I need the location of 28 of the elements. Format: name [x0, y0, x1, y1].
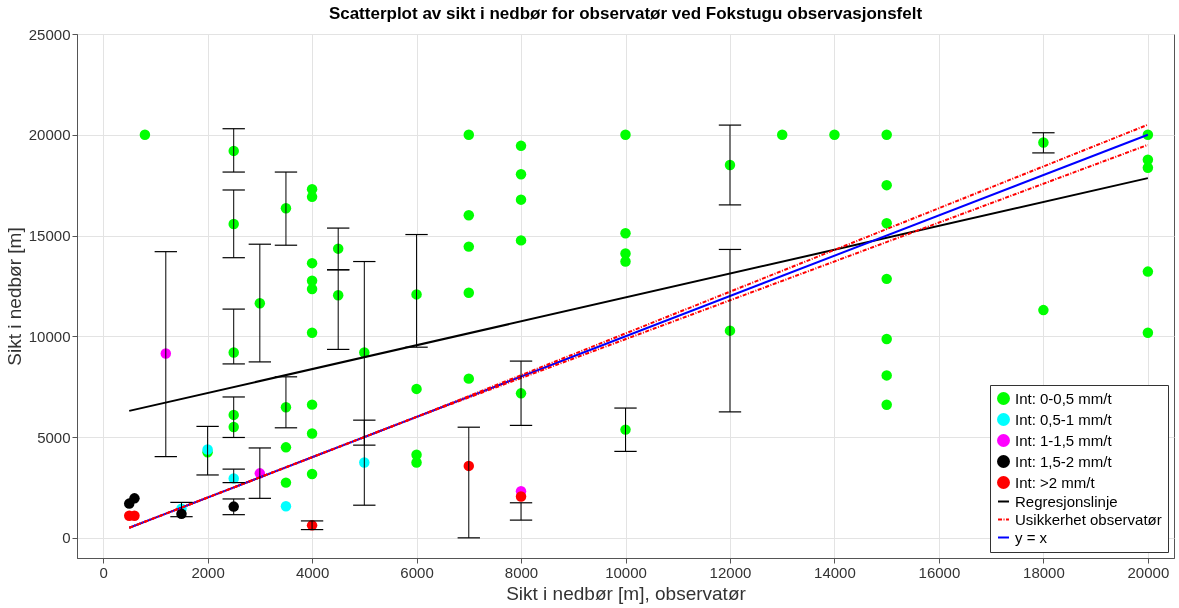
legend-label: Regresjonslinje — [1015, 492, 1118, 510]
y-tick-label: 0 — [62, 529, 71, 547]
y-axis-title: Sikt i nedbør [m] — [3, 227, 25, 366]
x-tick-label: 2000 — [191, 563, 225, 581]
legend-label: Int: 1-1,5 mm/t — [1015, 431, 1113, 449]
chart-title: Scatterplot av sikt i nedbør for observatør ved Fokstugu observasjonsfelt — [328, 4, 923, 23]
y-tick-label: 15000 — [28, 227, 71, 245]
x-tick-label: 16000 — [918, 563, 961, 581]
x-tick-label: 0 — [99, 563, 108, 581]
y-tick-label: 20000 — [28, 126, 71, 144]
x-tick-label: 6000 — [400, 563, 434, 581]
x-axis-title: Sikt i nedbør [m], observatør — [506, 582, 747, 604]
x-tick-label: 20000 — [1127, 563, 1170, 581]
legend-label: Int: 0,5-1 mm/t — [1015, 410, 1113, 428]
y-tick-label: 25000 — [28, 25, 71, 43]
x-tick-label: 18000 — [1023, 563, 1065, 581]
legend-label: Int: >2 mm/t — [1015, 473, 1096, 491]
y-tick-label: 10000 — [28, 327, 71, 345]
x-tick-label: 4000 — [295, 563, 330, 581]
legend-label: Int: 1,5-2 mm/t — [1015, 452, 1113, 470]
x-tick-label: 14000 — [814, 563, 856, 581]
legend-label: Int: 0-0,5 mm/t — [1015, 389, 1113, 407]
x-tick-label: 12000 — [709, 563, 752, 581]
y-tick-label: 5000 — [37, 428, 71, 446]
x-tick-label: 8000 — [504, 563, 539, 581]
x-tick-label: 10000 — [605, 563, 647, 581]
legend-label: Usikkerhet observatør — [1015, 510, 1162, 528]
legend-label: y = x — [1015, 528, 1048, 546]
